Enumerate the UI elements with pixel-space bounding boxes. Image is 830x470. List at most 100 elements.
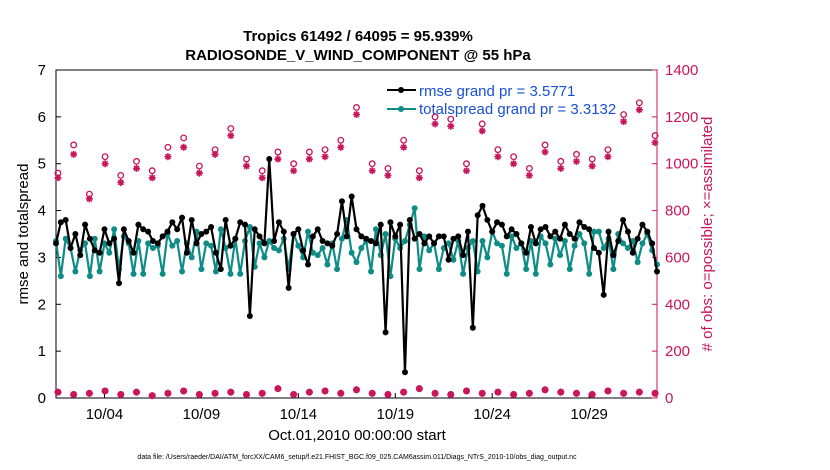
- rmse-point: [445, 256, 452, 263]
- rmse-point: [116, 280, 123, 287]
- totalspread-point: [552, 235, 559, 242]
- rmse-point: [639, 221, 646, 228]
- y-right-tick-label: 0: [665, 390, 673, 407]
- rmse-point: [513, 231, 520, 237]
- totalspread-point: [368, 268, 375, 275]
- obs-low-assimilated-marker: [651, 389, 659, 397]
- rmse-point: [96, 249, 103, 256]
- obs-possible-marker: [588, 155, 596, 163]
- obs-assimilated-marker: [353, 111, 360, 119]
- rmse-point: [198, 231, 205, 237]
- y-right-tick-label: 200: [665, 343, 690, 360]
- totalspread-point: [149, 245, 156, 252]
- totalspread-point: [96, 268, 103, 275]
- rmse-point: [251, 226, 258, 233]
- totalspread-point: [319, 245, 326, 252]
- rmse-point: [246, 313, 253, 319]
- rmse-point: [387, 219, 394, 226]
- totalspread-point: [203, 240, 210, 247]
- totalspread-point: [639, 240, 646, 247]
- obs-low-assimilated-marker: [321, 387, 329, 395]
- obs-possible-marker: [510, 153, 518, 161]
- rmse-point: [217, 266, 224, 273]
- obs-assimilated-marker: [133, 164, 141, 172]
- rmse-point: [164, 228, 171, 235]
- rmse-point: [503, 233, 510, 240]
- totalspread-point: [86, 273, 93, 280]
- chart-title-line1: Tropics 61492 / 64095 = 95.939%: [243, 28, 473, 45]
- rmse-point: [130, 249, 137, 256]
- obs-possible-marker: [243, 155, 250, 163]
- totalspread-point: [532, 270, 539, 277]
- rmse-point: [566, 231, 573, 237]
- totalspread-point: [324, 261, 331, 268]
- obs-possible-marker: [321, 146, 329, 154]
- obs-assimilated-marker: [195, 169, 203, 177]
- totalspread-point: [222, 245, 229, 252]
- rmse-point: [261, 240, 268, 247]
- obs-low-assimilated-marker: [305, 388, 313, 396]
- totalspread-point: [314, 252, 321, 259]
- obs-low-assimilated-marker: [620, 389, 628, 397]
- obs-possible-marker: [353, 104, 360, 111]
- totalspread-point: [217, 226, 224, 233]
- totalspread-point: [130, 270, 137, 277]
- x-tick-label: 10/09: [183, 406, 221, 423]
- obs-assimilated-marker: [211, 150, 219, 158]
- rmse-point: [620, 216, 627, 223]
- obs-assimilated-marker: [164, 153, 172, 161]
- totalspread-point: [334, 266, 341, 273]
- x-tick-label: 10/24: [473, 406, 511, 423]
- y-right-tick-label: 1000: [665, 156, 698, 173]
- y-axis-right-label: # of obs: o=possible; ×=assimilated: [699, 117, 716, 352]
- totalspread-point: [372, 226, 379, 233]
- obs-assimilated-marker: [463, 167, 470, 175]
- totalspread-point: [159, 270, 166, 277]
- rmse-point: [494, 219, 501, 226]
- totalspread-point: [426, 247, 433, 254]
- rmse-point: [62, 216, 69, 223]
- rmse-point: [644, 228, 651, 235]
- rmse-point: [435, 233, 442, 240]
- rmse-point: [300, 247, 307, 254]
- rmse-point: [547, 233, 554, 240]
- rmse-point: [266, 156, 273, 163]
- y-left-tick-label: 1: [38, 343, 46, 360]
- rmse-point: [353, 226, 360, 233]
- obs-assimilated-marker: [368, 167, 376, 175]
- rmse-point: [329, 242, 336, 249]
- rmse-point: [469, 324, 476, 331]
- totalspread-point: [484, 254, 491, 261]
- rmse-point: [581, 223, 588, 230]
- rmse-point: [295, 226, 302, 233]
- rmse-point: [440, 233, 447, 240]
- y-left-tick-label: 4: [38, 203, 46, 220]
- totalspread-point: [590, 228, 597, 235]
- rmse-point: [523, 249, 530, 256]
- rmse-point: [363, 235, 370, 242]
- rmse-point: [227, 242, 234, 249]
- rmse-point: [649, 240, 656, 247]
- rmse-point: [537, 226, 544, 233]
- rmse-point: [464, 228, 471, 235]
- obs-assimilated-marker: [337, 143, 345, 151]
- rmse-point: [256, 233, 263, 240]
- rmse-point: [242, 221, 249, 228]
- rmse-point: [610, 252, 617, 259]
- obs-possible-marker: [541, 141, 549, 149]
- obs-low-assimilated-marker: [572, 389, 580, 397]
- obs-possible-marker: [133, 157, 140, 165]
- obs-assimilated-marker: [290, 167, 298, 175]
- x-axis-label: Oct.01,2010 00:00:00 start: [268, 427, 446, 444]
- obs-low-assimilated-marker: [211, 389, 219, 397]
- obs-assimilated-marker: [525, 171, 533, 179]
- y-left-tick-label: 3: [38, 249, 46, 266]
- rmse-point: [145, 228, 152, 235]
- totalspread-point: [498, 242, 505, 249]
- obs-possible-marker: [494, 146, 502, 154]
- obs-assimilated-marker: [494, 153, 502, 161]
- obs-assimilated-marker: [541, 148, 549, 156]
- obs-low-assimilated-marker: [243, 390, 250, 398]
- obs-possible-marker: [274, 148, 282, 156]
- rmse-point: [106, 240, 113, 247]
